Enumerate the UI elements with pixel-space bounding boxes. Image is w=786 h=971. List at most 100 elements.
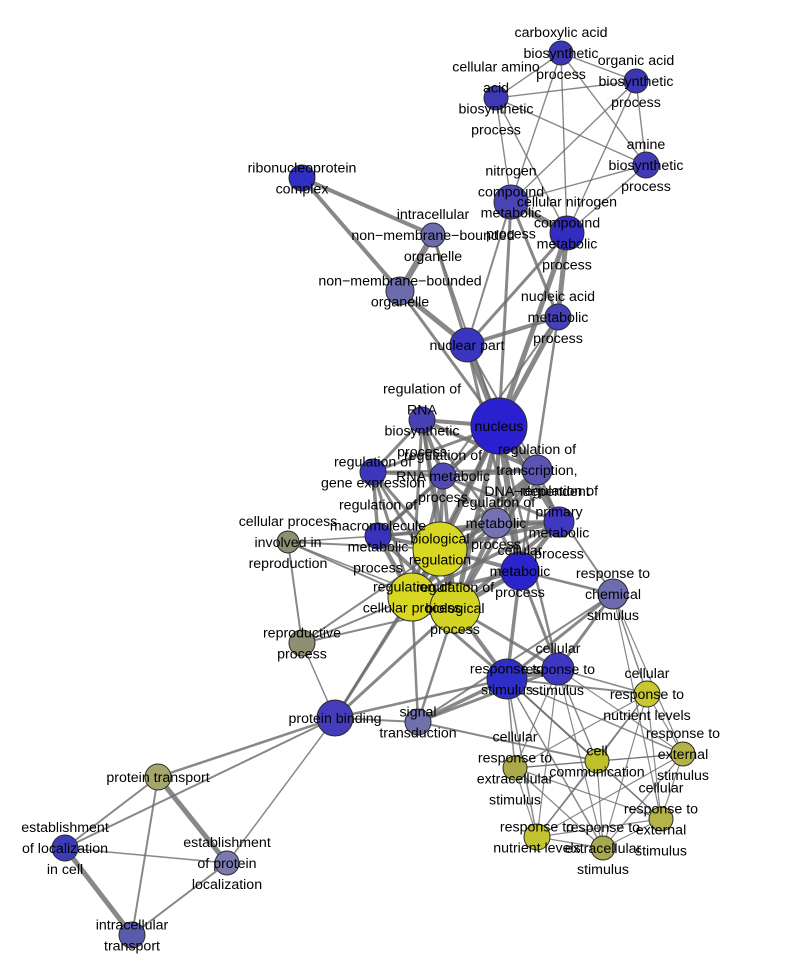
edge-response-to-stimulus--protein-binding	[333, 677, 509, 720]
edge-cellular-response-to-nutrient-levels--response-to-extracellular-stimulus	[602, 693, 648, 849]
edge-response-to-chemical-stimulus--response-to-external-stimulus	[612, 593, 684, 755]
edge-organic-acid-biosynthetic-process--nitrogen-compound-metabolic-process	[510, 80, 637, 203]
node-cellular-amino-acid-biosynthetic-process[interactable]	[483, 85, 509, 111]
edge-response-to-external-stimulus--response-to-nutrient-levels	[536, 753, 684, 838]
node-protein-binding[interactable]	[316, 699, 354, 737]
node-cellular-nitrogen-compound-metabolic-process[interactable]	[549, 215, 585, 251]
edge-regulation-of-biological-process--protein-binding	[333, 606, 457, 720]
node-cellular-response-to-stimulus[interactable]	[541, 652, 575, 686]
edge-response-to-external-stimulus--response-to-extracellular-stimulus	[602, 753, 684, 849]
edge-cellular-response-to-stimulus--cellular-response-to-extracellular-stimulus	[514, 668, 559, 769]
edge-regulation-of-primary-metabolic-process--regulation-of-macromolecule-metabolic-process	[376, 520, 561, 538]
edge-protein-transport--establishment-of-localization-in-cell	[64, 776, 159, 849]
node-biological-regulation[interactable]	[412, 521, 468, 577]
edge-protein-binding--establishment-of-protein-localization	[226, 717, 336, 864]
node-cellular-metabolic-process[interactable]	[500, 551, 540, 591]
edge-nitrogen-compound-metabolic-process--nuclear-part	[466, 201, 512, 346]
node-cell-communication[interactable]	[584, 748, 610, 774]
edge-regulation-of-rna-metabolic-process--regulation-of-macromolecule-metabolic-process	[376, 474, 445, 538]
edge-regulation-of-gene-expression--regulation-of-biological-process	[371, 470, 457, 610]
node-cellular-process-involved-in-reproduction[interactable]	[276, 530, 300, 554]
node-cellular-response-to-nutrient-levels[interactable]	[633, 680, 661, 708]
edge-establishment-of-localization-in-cell--establishment-of-protein-localization	[64, 847, 228, 864]
node-layer	[51, 40, 696, 949]
node-establishment-of-localization-in-cell[interactable]	[51, 834, 79, 862]
node-regulation-of-transcription-dna-dependent[interactable]	[521, 454, 553, 486]
node-response-to-stimulus[interactable]	[486, 658, 528, 700]
edge-carboxylic-acid-biosynthetic-process--cellular-amino-acid-biosynthetic-process	[495, 52, 562, 99]
node-intracellular-transport[interactable]	[118, 921, 146, 949]
node-nucleic-acid-metabolic-process[interactable]	[544, 303, 572, 331]
node-response-to-nutrient-levels[interactable]	[523, 823, 551, 851]
edge-response-to-stimulus--response-to-extracellular-stimulus	[506, 678, 604, 849]
node-response-to-external-stimulus[interactable]	[670, 741, 696, 767]
edge-response-to-stimulus--cellular-response-to-nutrient-levels	[506, 678, 648, 695]
edge-carboxylic-acid-biosynthetic-process--organic-acid-biosynthetic-process	[560, 52, 637, 82]
edge-protein-binding--establishment-of-localization-in-cell	[64, 717, 336, 849]
edge-biological-regulation--reproductive-process	[301, 548, 441, 644]
node-establishment-of-protein-localization[interactable]	[214, 850, 240, 876]
edge-cellular-amino-acid-biosynthetic-process--amine-biosynthetic-process	[495, 97, 647, 166]
edge-cell-communication--cellular-response-to-extracellular-stimulus	[514, 760, 598, 769]
edge-cell-communication--response-to-extracellular-stimulus	[596, 760, 604, 849]
edge-organic-acid-biosynthetic-process--cellular-amino-acid-biosynthetic-process	[495, 80, 637, 99]
edge-response-to-chemical-stimulus--cellular-response-to-nutrient-levels	[612, 593, 648, 695]
label-layer: carboxylic acid biosynthetic processorgani…	[21, 25, 720, 955]
node-response-to-extracellular-stimulus[interactable]	[590, 835, 616, 861]
edge-organic-acid-biosynthetic-process--cellular-nitrogen-compound-metabolic-process	[566, 80, 637, 234]
node-regulation-of-rna-biosynthetic-process[interactable]	[408, 406, 436, 434]
node-regulation-of-gene-expression[interactable]	[359, 458, 387, 486]
node-regulation-of-primary-metabolic-process[interactable]	[543, 506, 575, 538]
edge-layer	[62, 52, 684, 938]
node-regulation-of-biological-process[interactable]	[429, 582, 481, 634]
node-ribonucleoprotein-complex[interactable]	[288, 164, 316, 192]
node-carboxylic-acid-biosynthetic-process[interactable]	[548, 40, 574, 66]
edge-cellular-amino-acid-biosynthetic-process--cellular-nitrogen-compound-metabolic-process	[495, 97, 568, 234]
edge-cell-communication--response-to-nutrient-levels	[536, 760, 598, 838]
edge-cell-communication--cellular-response-to-external-stimulus	[596, 760, 662, 820]
node-signal-transduction[interactable]	[404, 708, 432, 736]
edge-carboxylic-acid-biosynthetic-process--amine-biosynthetic-process	[560, 52, 647, 166]
edge-cellular-response-to-extracellular-stimulus--response-to-extracellular-stimulus	[514, 767, 604, 849]
edge-ribonucleoprotein-complex--non-membrane-bounded-organelle	[300, 176, 402, 293]
node-organic-acid-biosynthetic-process[interactable]	[623, 68, 649, 94]
edge-cellular-response-to-stimulus--signal-transduction	[416, 667, 560, 724]
edge-establishment-of-localization-in-cell--intracellular-transport	[62, 845, 135, 938]
edge-regulation-of-rna-metabolic-process--regulation-of-primary-metabolic-process	[441, 474, 561, 524]
node-amine-biosynthetic-process[interactable]	[632, 151, 660, 179]
node-regulation-of-metabolic-process[interactable]	[480, 507, 512, 539]
edge-cellular-nitrogen-compound-metabolic-process--nuclear-part	[465, 231, 569, 347]
node-reproductive-process[interactable]	[288, 629, 316, 657]
edge-carboxylic-acid-biosynthetic-process--nitrogen-compound-metabolic-process	[510, 52, 562, 203]
edge-cellular-process-involved-in-reproduction--reproductive-process	[287, 541, 303, 644]
node-cellular-response-to-external-stimulus[interactable]	[648, 806, 674, 832]
edge-cellular-process-involved-in-reproduction--regulation-of-macromolecule-metabolic-process	[287, 535, 379, 543]
node-response-to-chemical-stimulus[interactable]	[597, 578, 629, 610]
node-nitrogen-compound-metabolic-process[interactable]	[493, 184, 529, 220]
node-protein-transport[interactable]	[144, 763, 172, 791]
edge-organic-acid-biosynthetic-process--amine-biosynthetic-process	[635, 80, 647, 166]
node-regulation-of-macromolecule-metabolic-process[interactable]	[364, 522, 392, 550]
edge-cellular-response-to-stimulus--response-to-extracellular-stimulus	[557, 668, 604, 849]
edge-nucleic-acid-metabolic-process--regulation-of-rna-metabolic-process	[442, 316, 559, 477]
edge-response-to-chemical-stimulus--signal-transduction	[417, 593, 614, 723]
node-intracellular-non-membrane-bounded-organelle[interactable]	[420, 222, 446, 248]
edge-carboxylic-acid-biosynthetic-process--cellular-nitrogen-compound-metabolic-process	[560, 52, 568, 234]
node-regulation-of-rna-metabolic-process[interactable]	[429, 462, 457, 490]
edge-protein-transport--establishment-of-protein-localization	[155, 774, 230, 866]
edge-response-to-chemical-stimulus--response-to-stimulus	[505, 592, 615, 681]
edge-cellular-response-to-stimulus--cell-communication	[557, 668, 598, 762]
node-cellular-response-to-extracellular-stimulus[interactable]	[502, 755, 528, 781]
edge-cellular-response-to-external-stimulus--response-to-nutrient-levels	[536, 818, 662, 838]
node-nucleus[interactable]	[470, 397, 528, 455]
edge-ribonucleoprotein-complex--intracellular-non-membrane-bounded-organelle	[300, 176, 435, 237]
node-regulation-of-cellular-process[interactable]	[387, 572, 437, 622]
node-nuclear-part[interactable]	[449, 327, 485, 363]
edge-protein-binding--protein-transport	[156, 716, 337, 779]
edge-response-to-stimulus--response-to-external-stimulus	[506, 678, 684, 755]
edge-signal-transduction--cell-communication	[417, 721, 598, 762]
edge-establishment-of-protein-localization--intracellular-transport	[131, 862, 228, 936]
node-non-membrane-bounded-organelle[interactable]	[385, 276, 415, 306]
